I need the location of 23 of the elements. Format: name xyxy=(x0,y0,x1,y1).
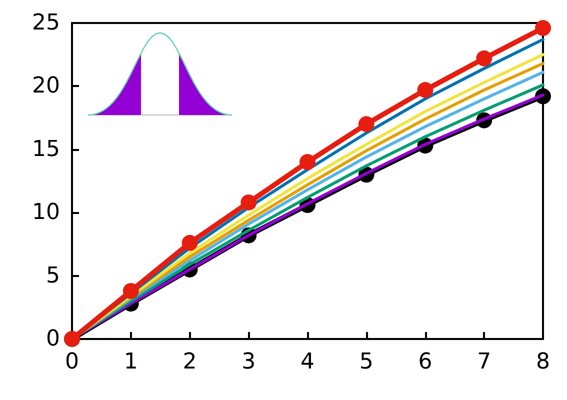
y-tick-label: 5 xyxy=(46,263,60,288)
y-tick-label: 25 xyxy=(32,10,60,36)
x-tick-label: 4 xyxy=(300,350,314,374)
x-tick-label: 3 xyxy=(242,350,256,374)
point xyxy=(182,234,198,251)
point xyxy=(417,82,434,98)
x-tick-label: 0 xyxy=(65,350,79,374)
point xyxy=(358,116,374,132)
point xyxy=(122,282,139,299)
point xyxy=(535,20,551,36)
y-tick-label: 15 xyxy=(32,136,60,162)
x-tick-label: 6 xyxy=(418,350,432,374)
y-tick-label: 0 xyxy=(46,326,60,352)
x-tick-label: 8 xyxy=(536,350,550,374)
x-tick-label: 5 xyxy=(359,350,374,374)
point xyxy=(476,50,492,66)
x-tick-label: 2 xyxy=(182,350,197,374)
x-tick-label: 7 xyxy=(477,350,492,374)
point xyxy=(300,154,316,170)
y-tick-label: 10 xyxy=(32,200,60,226)
x-tick-label: 1 xyxy=(124,350,138,374)
y-tick-label: 20 xyxy=(32,74,60,99)
point xyxy=(240,194,257,210)
